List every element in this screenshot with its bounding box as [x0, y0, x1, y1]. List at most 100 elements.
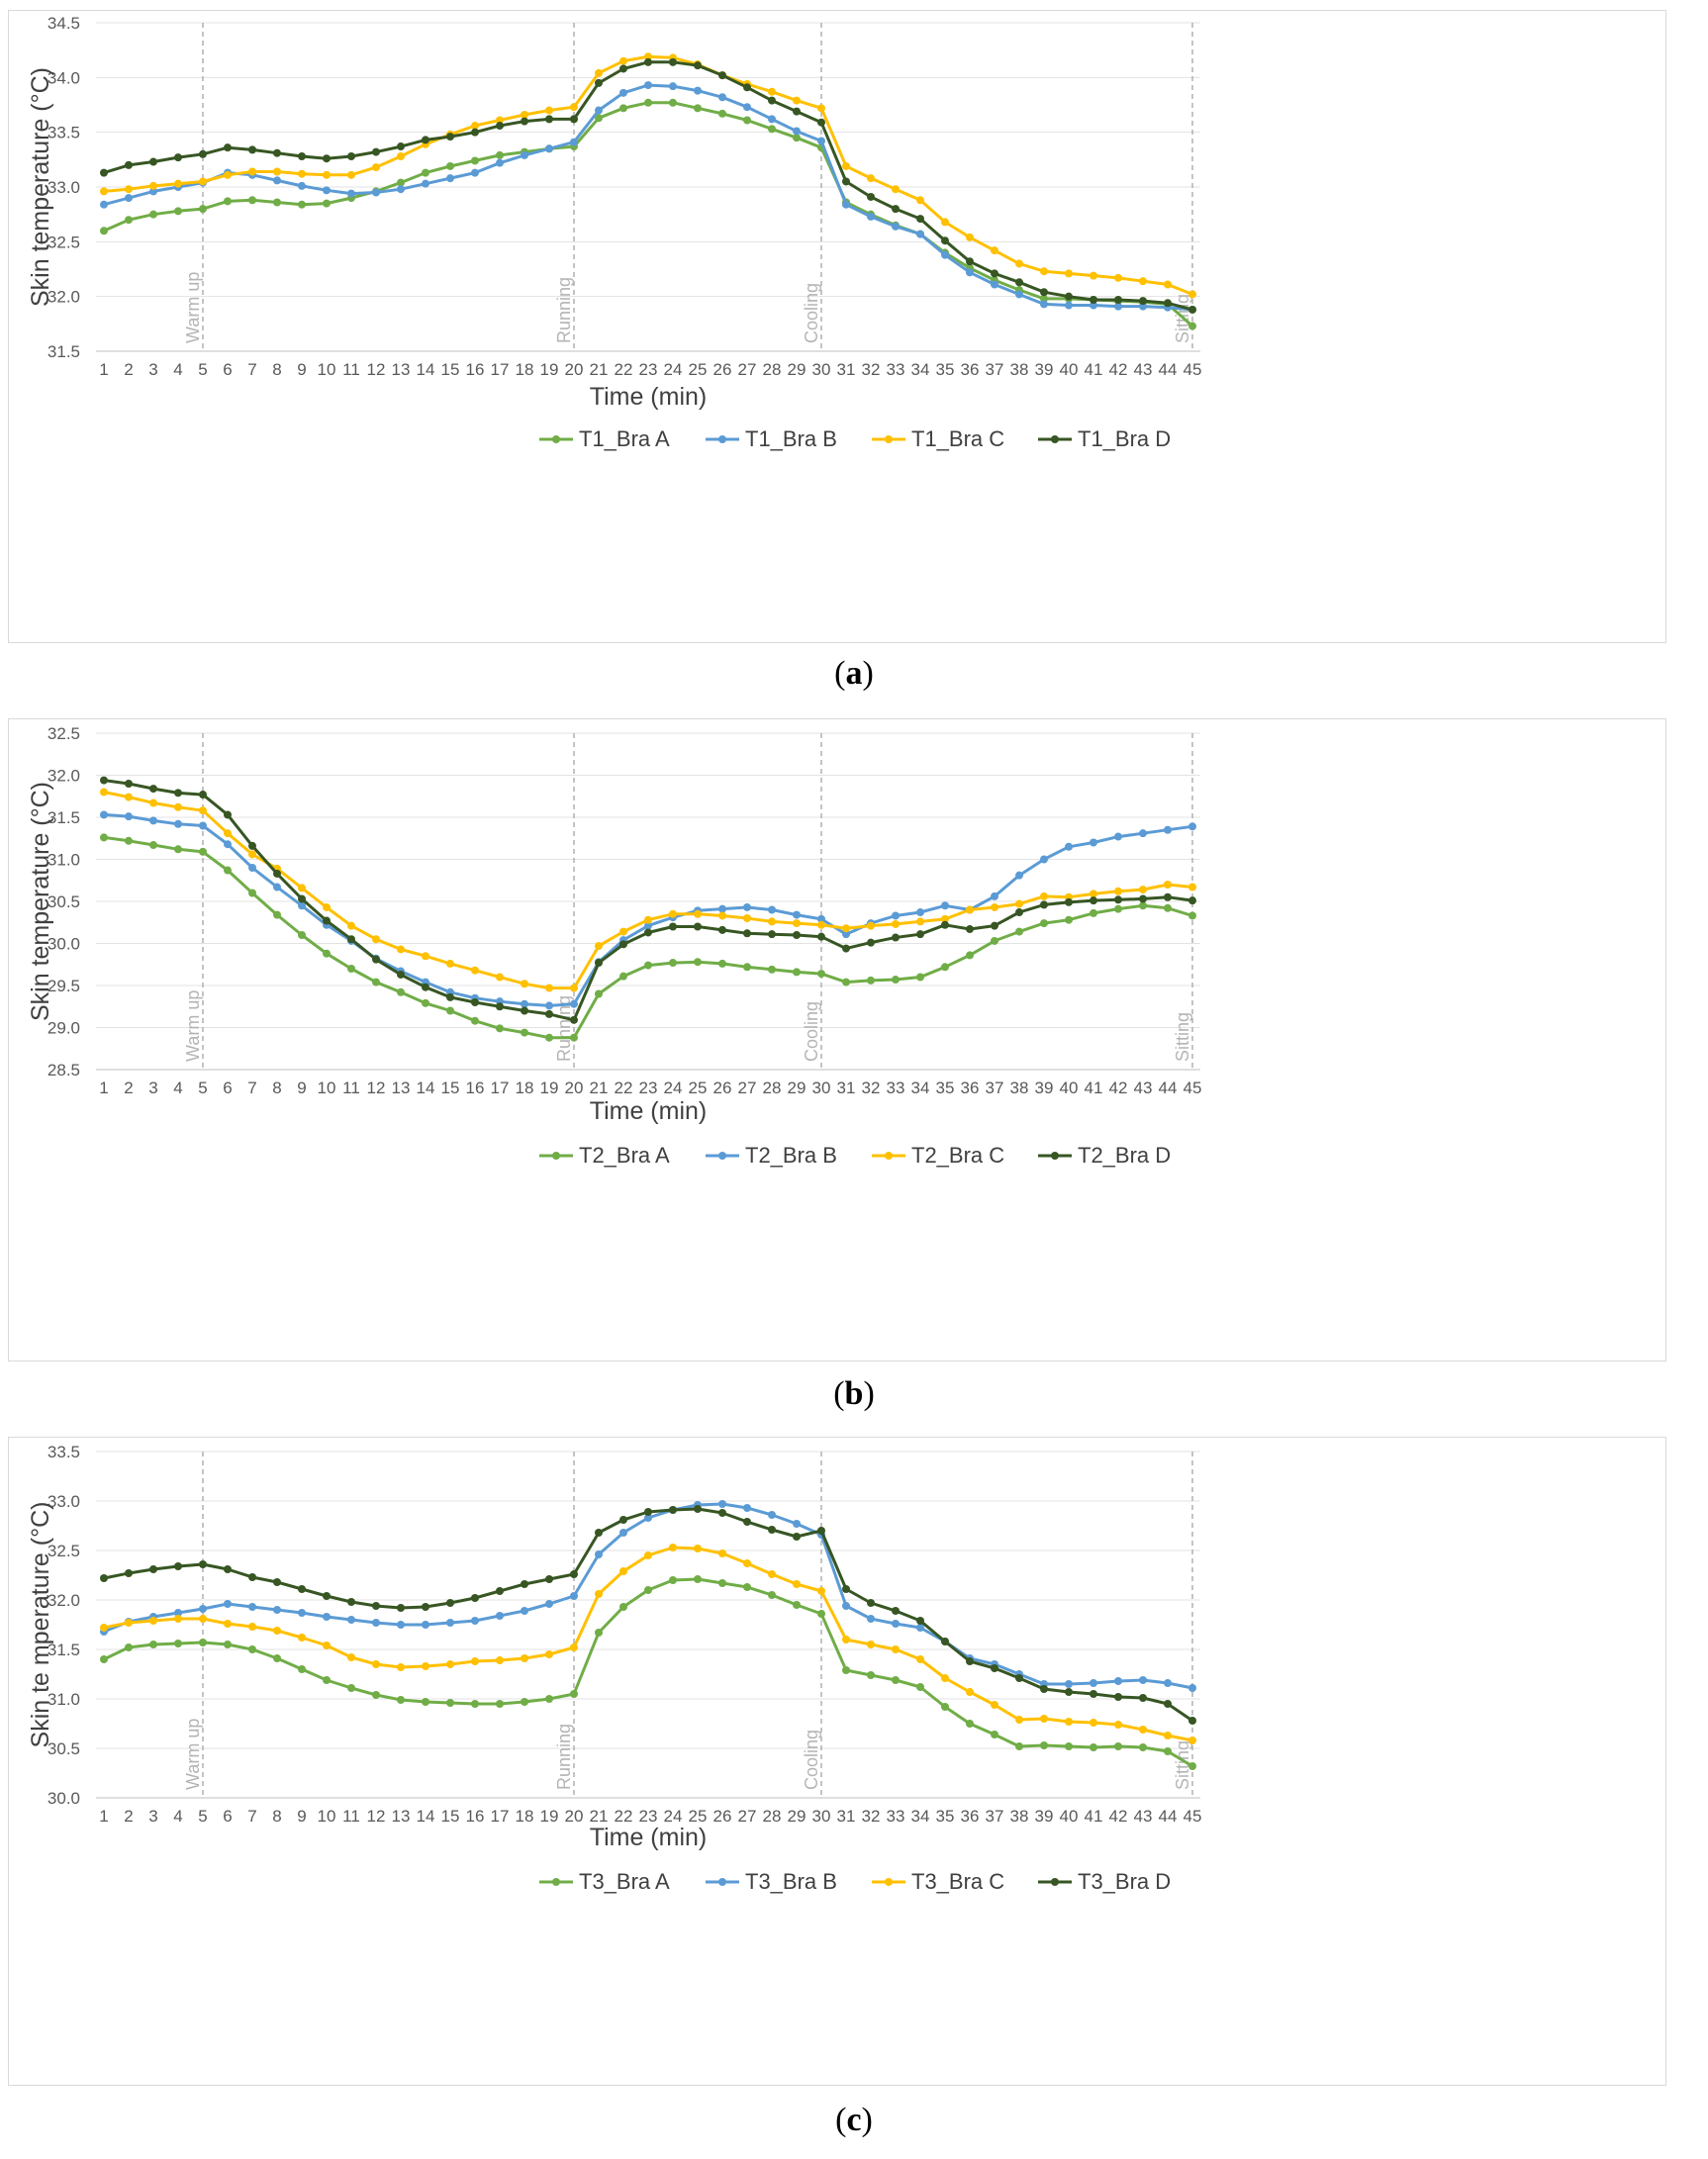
- data-point: [248, 850, 256, 859]
- data-point: [273, 176, 281, 185]
- data-point: [768, 125, 776, 134]
- data-point: [273, 1578, 281, 1586]
- data-point: [644, 928, 652, 937]
- data-point: [669, 1506, 677, 1514]
- data-point: [521, 1580, 528, 1588]
- x-tick-label: 20: [565, 1807, 584, 1826]
- x-tick-label: 9: [297, 1079, 306, 1097]
- x-tick-label: 11: [342, 1079, 360, 1097]
- data-point: [644, 921, 652, 930]
- data-point: [991, 902, 998, 911]
- x-tick-label: 31: [837, 1079, 856, 1097]
- legend-item: T1_Bra D: [1038, 426, 1171, 451]
- data-point: [224, 1600, 232, 1608]
- data-point: [991, 892, 998, 900]
- data-point: [966, 1720, 974, 1728]
- data-point: [644, 961, 652, 970]
- phase-label: Cooling: [802, 1730, 821, 1790]
- data-point: [718, 109, 726, 118]
- data-point: [1090, 890, 1097, 898]
- data-point: [793, 1580, 801, 1588]
- y-axis-title: Skin te mperature (°C): [27, 1502, 54, 1748]
- x-tick-label: 28: [763, 1079, 782, 1097]
- data-point: [149, 187, 157, 196]
- data-point: [892, 933, 900, 942]
- y-tick-label: 30.5: [47, 892, 80, 911]
- x-tick-label: 5: [198, 1807, 207, 1826]
- data-point: [174, 1640, 182, 1647]
- x-tick-label: 36: [961, 1807, 980, 1826]
- data-point: [521, 150, 528, 159]
- x-tick-label: 27: [738, 360, 757, 379]
- data-point: [125, 1619, 133, 1627]
- data-point: [793, 968, 801, 977]
- data-point: [1139, 1676, 1147, 1684]
- data-point: [867, 212, 875, 221]
- y-tick-label: 32.0: [47, 288, 80, 307]
- x-tick-label: 11: [342, 360, 360, 379]
- data-point: [273, 910, 281, 919]
- legend-swatch-marker: [885, 435, 893, 443]
- data-point: [545, 1009, 553, 1018]
- data-point: [1114, 887, 1122, 895]
- data-point: [1139, 1726, 1147, 1734]
- data-point: [347, 152, 355, 161]
- data-point: [1164, 1679, 1172, 1687]
- x-tick-label: 13: [392, 1807, 411, 1826]
- data-point: [941, 1638, 949, 1645]
- legend-label: T1_Bra C: [911, 426, 1004, 451]
- data-point: [941, 218, 949, 227]
- data-point: [991, 1664, 998, 1672]
- x-tick-label: 7: [247, 360, 256, 379]
- x-tick-label: 3: [148, 360, 157, 379]
- data-point: [1164, 299, 1172, 308]
- data-point: [842, 1602, 850, 1610]
- data-point: [619, 1516, 627, 1524]
- y-tick-label: 33.0: [47, 178, 80, 197]
- data-point: [125, 1569, 133, 1577]
- y-tick-label: 32.5: [47, 233, 80, 251]
- data-point: [916, 973, 924, 982]
- legend-item: T1_Bra C: [872, 426, 1004, 451]
- data-point: [248, 145, 256, 154]
- data-point: [1065, 842, 1073, 851]
- data-point: [1090, 838, 1097, 847]
- x-tick-label: 35: [936, 1807, 955, 1826]
- data-point: [842, 200, 850, 209]
- phase-label: Sitting: [1173, 1012, 1192, 1062]
- data-point: [224, 1641, 232, 1648]
- x-tick-label: 24: [664, 1079, 683, 1097]
- data-point: [224, 810, 232, 819]
- legend-swatch-marker: [552, 1878, 560, 1886]
- data-point: [1065, 1680, 1073, 1688]
- x-tick-label: 27: [738, 1807, 757, 1826]
- x-tick-label: 40: [1060, 360, 1079, 379]
- x-tick-label: 39: [1035, 1807, 1054, 1826]
- x-tick-label: 29: [788, 360, 807, 379]
- data-point: [422, 1621, 429, 1629]
- x-tick-label: 6: [223, 1807, 232, 1826]
- data-point: [743, 1518, 751, 1526]
- data-point: [694, 1575, 702, 1583]
- data-point: [545, 106, 553, 115]
- data-point: [1065, 269, 1073, 278]
- data-point: [694, 86, 702, 95]
- data-point: [793, 1533, 801, 1541]
- data-point: [1139, 886, 1147, 894]
- data-point: [669, 1576, 677, 1584]
- data-point: [694, 1545, 702, 1552]
- x-tick-label: 15: [441, 1079, 460, 1097]
- data-point: [1164, 1747, 1172, 1755]
- y-tick-label: 31.5: [47, 1641, 80, 1659]
- data-point: [619, 1529, 627, 1537]
- data-point: [1114, 273, 1122, 282]
- data-point: [817, 920, 825, 929]
- x-tick-label: 35: [936, 360, 955, 379]
- data-point: [125, 185, 133, 194]
- data-point: [1164, 892, 1172, 901]
- data-point: [372, 1619, 380, 1627]
- data-point: [1139, 829, 1147, 838]
- data-point: [521, 999, 528, 1008]
- data-point: [446, 992, 454, 1001]
- data-point: [694, 61, 702, 70]
